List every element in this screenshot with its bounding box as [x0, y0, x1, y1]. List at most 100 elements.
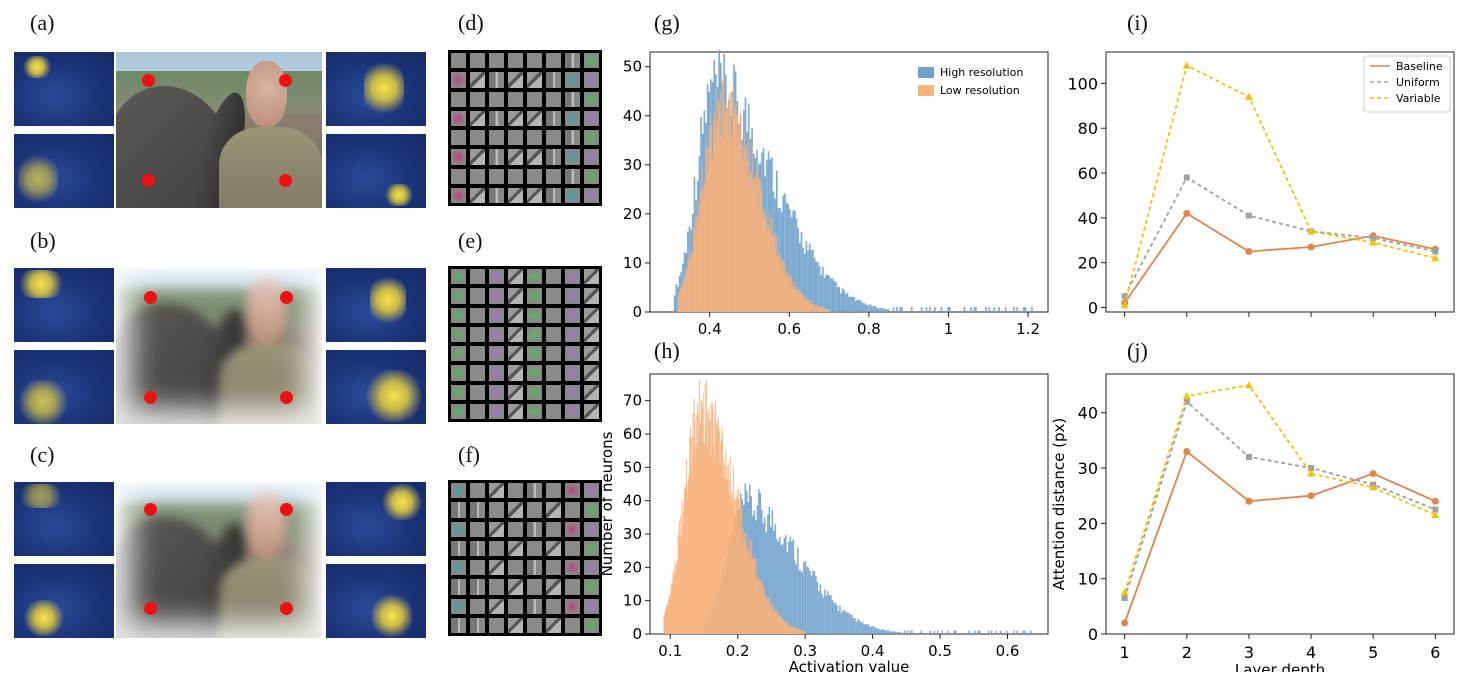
histogram-bar	[785, 202, 788, 312]
histogram-bar	[778, 615, 780, 634]
histogram-bar	[899, 307, 902, 312]
histogram-bar	[735, 102, 737, 312]
filter-cell	[451, 521, 466, 537]
histogram-bar	[688, 264, 690, 312]
histogram-bar	[703, 197, 705, 312]
histogram-bar	[846, 612, 849, 634]
histogram-bar	[767, 225, 769, 312]
histogram-bar	[693, 398, 695, 634]
histogram-bar	[763, 214, 765, 312]
filter-cell	[451, 560, 466, 576]
histogram-bar	[674, 560, 676, 634]
filter-cell	[565, 187, 580, 203]
filter-cell	[546, 598, 561, 614]
histogram-bar	[784, 621, 786, 634]
histogram-bar	[751, 542, 753, 634]
histogram-bar	[699, 192, 701, 312]
filter-cell	[489, 307, 504, 323]
filter-cell	[527, 560, 542, 576]
histogram-bar	[715, 399, 717, 634]
histogram-bar	[822, 307, 824, 312]
legend-label: Uniform	[1396, 76, 1440, 89]
histogram-bar	[736, 497, 738, 634]
histogram-bar	[822, 307, 824, 312]
histogram-bar	[733, 117, 735, 312]
histogram-bar	[975, 307, 977, 312]
histogram-bar	[768, 212, 770, 312]
histogram-bar	[993, 307, 995, 312]
histogram-bar	[704, 179, 706, 312]
histogram-bar	[745, 147, 747, 312]
histogram-bar	[831, 278, 834, 312]
histogram-bar	[831, 599, 834, 634]
histogram-bar	[753, 192, 755, 312]
histogram-bar	[840, 293, 842, 312]
filter-cell	[470, 288, 485, 304]
histogram-bar	[936, 630, 939, 634]
x-tick-label: 0.6	[996, 642, 1020, 660]
histogram-bar	[817, 305, 819, 312]
x-tick-label: 0.8	[857, 320, 881, 338]
histogram-bar	[852, 618, 855, 634]
filter-cell	[489, 168, 504, 184]
histogram-bar	[712, 402, 714, 634]
histogram-bar	[791, 285, 793, 312]
filter-cell	[527, 91, 542, 107]
histogram-bar	[726, 110, 728, 313]
filter-cell	[489, 521, 504, 537]
histogram-bar	[695, 455, 697, 634]
histogram-bar	[871, 306, 874, 312]
histogram-bar	[785, 621, 787, 634]
filter-cell	[527, 53, 542, 69]
legend-label: Low resolution	[940, 84, 1020, 97]
histogram-bar	[746, 144, 748, 312]
histogram-bar	[896, 307, 898, 312]
filter-cell	[470, 91, 485, 107]
histogram-bar	[721, 79, 723, 312]
histogram-bar	[716, 420, 718, 634]
filter-cell	[489, 187, 504, 203]
histogram-bar	[995, 630, 997, 634]
histogram-bar	[778, 616, 780, 634]
histogram-bar	[822, 597, 825, 634]
filter-cell	[565, 579, 580, 595]
y-tick-label: 70	[623, 392, 642, 410]
filter-cell	[489, 53, 504, 69]
histogram-bar	[963, 307, 966, 312]
histogram-bar	[845, 293, 847, 312]
filter-cell	[565, 269, 580, 285]
filter-cell	[546, 110, 561, 126]
histogram-bar	[795, 218, 798, 312]
y-tick-label: 40	[623, 107, 642, 125]
data-point	[1183, 209, 1191, 217]
histogram-bar	[786, 271, 788, 312]
histogram-bar	[1013, 630, 1015, 634]
data-point	[1244, 381, 1253, 389]
histogram-bar	[797, 287, 799, 312]
filter-cell	[546, 560, 561, 576]
filter-cell	[565, 483, 580, 499]
filter-cell	[584, 365, 599, 381]
filter-cell	[546, 149, 561, 165]
filter-cell	[565, 72, 580, 88]
histogram-bar	[759, 178, 761, 312]
histogram-bar	[711, 159, 713, 312]
histogram-bar	[745, 532, 747, 634]
histogram-bar	[1016, 307, 1018, 312]
histogram-bar	[978, 630, 981, 634]
histogram-bar	[780, 545, 783, 634]
histogram-bar	[902, 632, 904, 634]
histogram-bar	[687, 258, 689, 312]
histogram-bar	[714, 143, 716, 312]
filter-cell	[470, 403, 485, 419]
filter-cell	[527, 149, 542, 165]
data-point	[1369, 470, 1377, 478]
histogram-bar	[793, 280, 795, 312]
histogram-bar	[679, 539, 681, 634]
histogram-bar	[751, 177, 753, 312]
histogram-bar	[790, 626, 792, 634]
histogram-bar	[729, 481, 731, 634]
histogram-bar	[791, 541, 793, 634]
histogram-bar	[796, 289, 798, 312]
histogram-bar	[739, 109, 741, 312]
